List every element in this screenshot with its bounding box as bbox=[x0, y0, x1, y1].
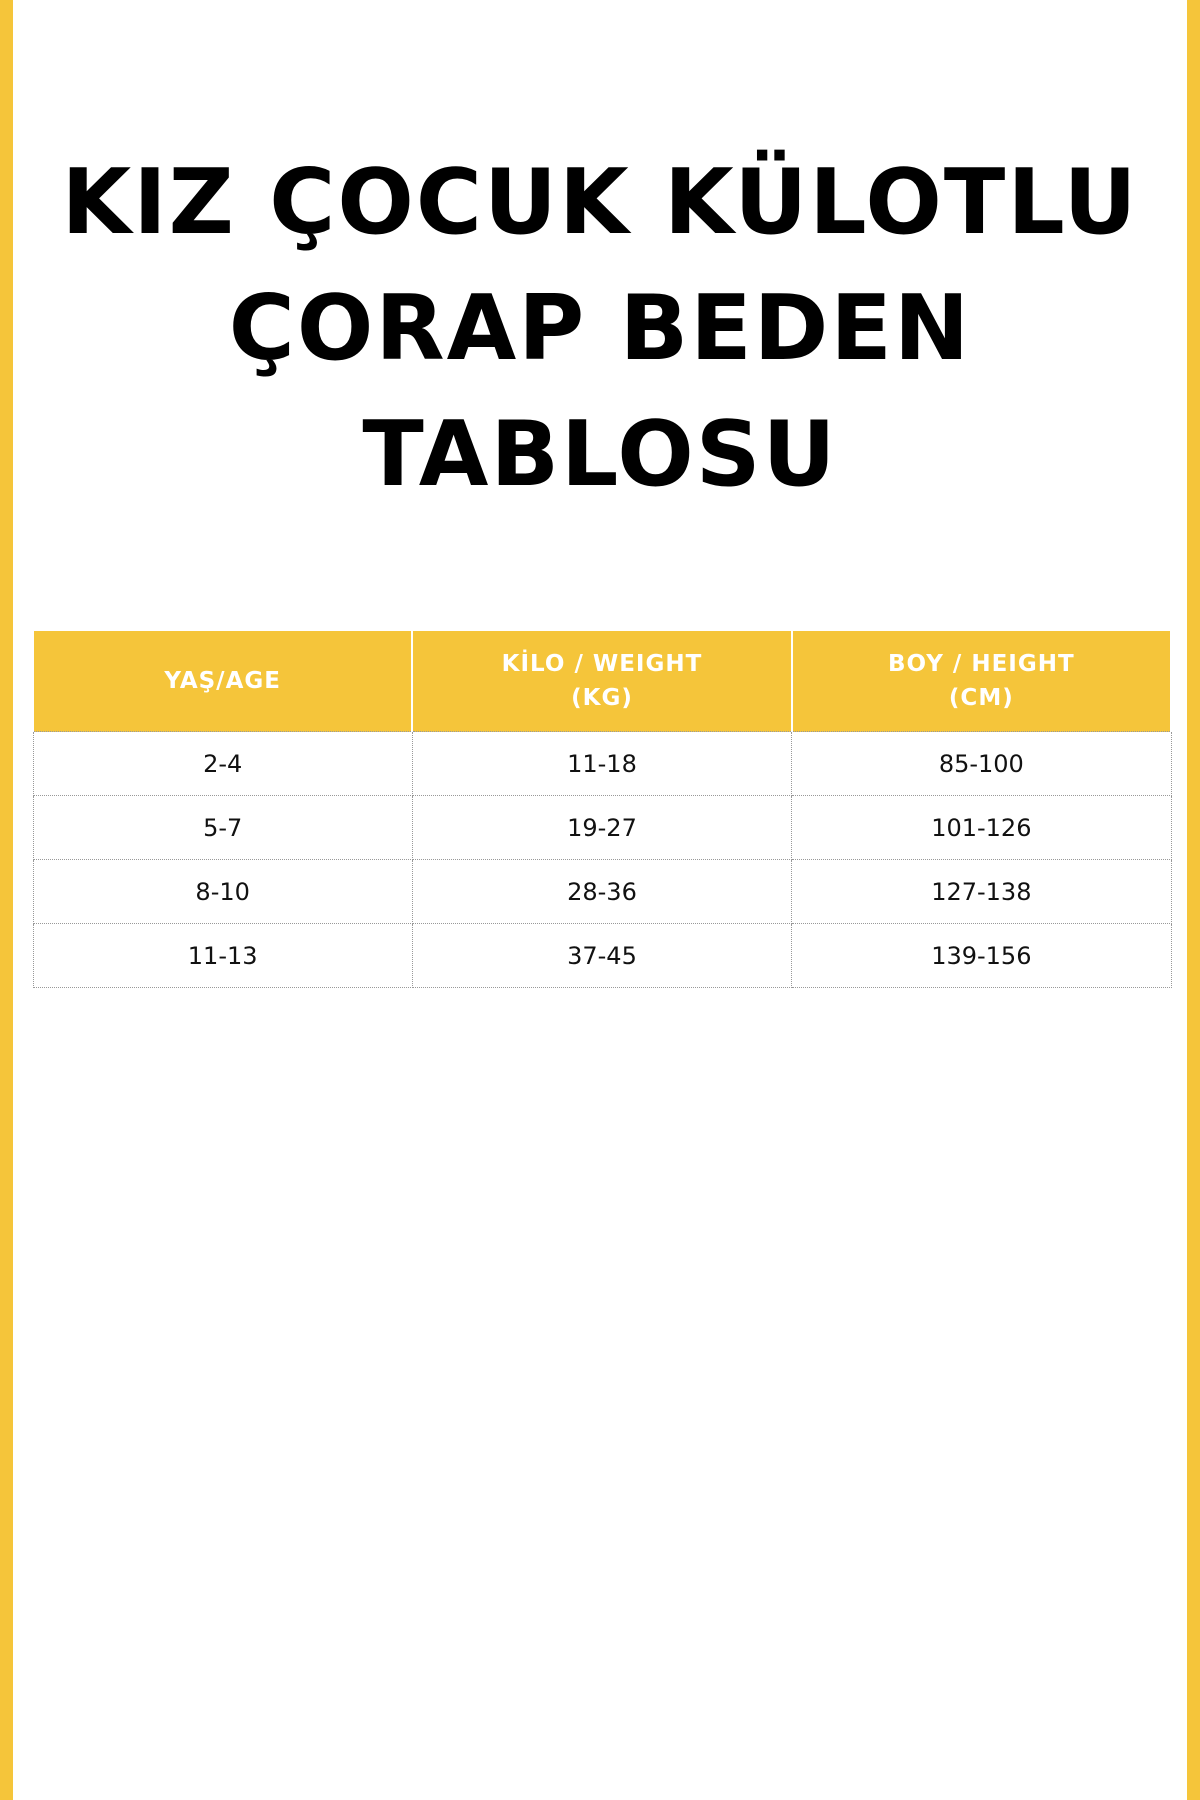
title-line-2: ÇORAP BEDEN TABLOSU bbox=[228, 276, 972, 507]
table-row: 8-10 28-36 127-138 bbox=[32, 859, 1172, 924]
header-age: YAŞ/AGE bbox=[31, 631, 414, 732]
header-unit: (KG) bbox=[571, 685, 633, 711]
header-label: YAŞ/AGE bbox=[164, 668, 281, 694]
table-row: 2-4 11-18 85-100 bbox=[32, 731, 1172, 796]
size-chart-table: YAŞ/AGE KİLO / WEIGHT (KG) BOY / HEIGHT (C… bbox=[31, 631, 1173, 988]
weight-cell: 28-36 bbox=[411, 859, 793, 924]
weight-cell: 37-45 bbox=[411, 923, 793, 988]
height-cell: 139-156 bbox=[791, 923, 1172, 988]
height-cell: 101-126 bbox=[791, 795, 1172, 860]
page-title: KIZ ÇOCUK KÜLOTLU ÇORAP BEDEN TABLOSU bbox=[14, 140, 1186, 518]
table-row: 5-7 19-27 101-126 bbox=[32, 795, 1172, 860]
header-unit: (CM) bbox=[948, 685, 1014, 711]
left-accent-bar bbox=[0, 0, 13, 1800]
age-cell: 5-7 bbox=[32, 795, 413, 860]
header-weight: KİLO / WEIGHT (KG) bbox=[411, 631, 793, 732]
height-cell: 127-138 bbox=[791, 859, 1172, 924]
age-cell: 11-13 bbox=[32, 923, 413, 988]
age-cell: 8-10 bbox=[32, 859, 413, 924]
weight-cell: 11-18 bbox=[411, 731, 793, 796]
header-height: BOY / HEIGHT (CM) bbox=[790, 631, 1173, 732]
table-row: 11-13 37-45 139-156 bbox=[32, 923, 1172, 988]
title-line-1: KIZ ÇOCUK KÜLOTLU bbox=[61, 150, 1139, 255]
right-accent-bar bbox=[1187, 0, 1200, 1800]
weight-cell: 19-27 bbox=[411, 795, 793, 860]
header-row: YAŞ/AGE KİLO / WEIGHT (KG) BOY / HEIGHT (C… bbox=[31, 631, 1173, 732]
header-label: BOY / HEIGHT bbox=[887, 651, 1075, 677]
height-cell: 85-100 bbox=[791, 731, 1172, 796]
header-label: KİLO / WEIGHT bbox=[501, 651, 703, 677]
age-cell: 2-4 bbox=[32, 731, 413, 796]
